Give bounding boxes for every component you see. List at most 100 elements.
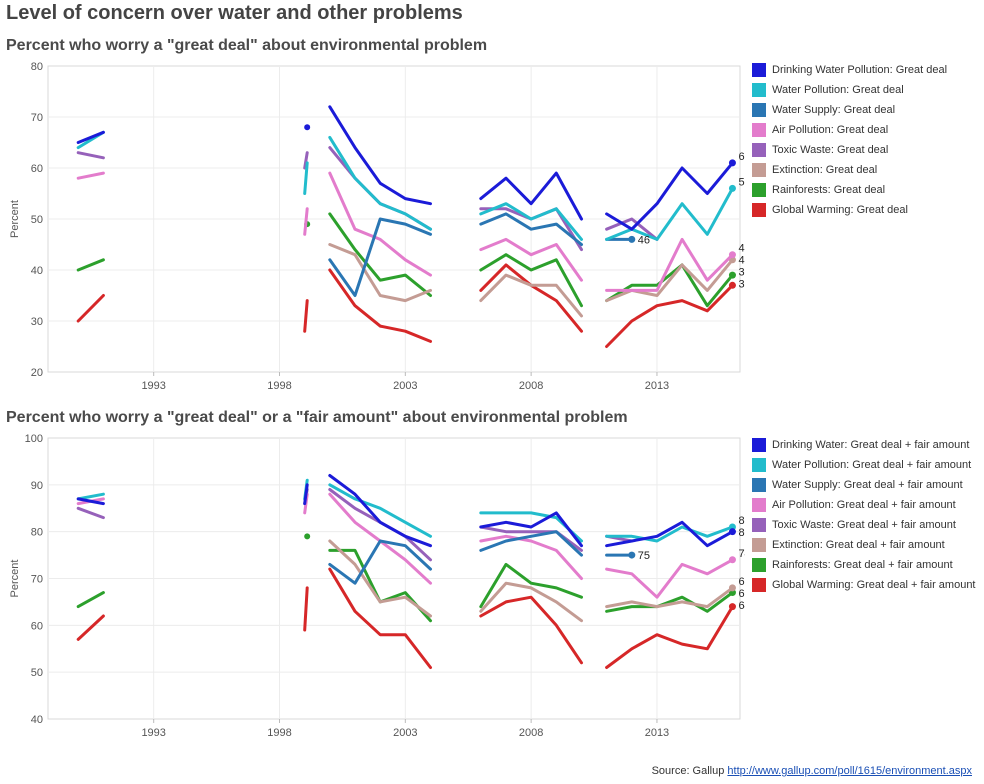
series-line	[479, 253, 583, 308]
series-line	[76, 171, 105, 180]
data-label: 56	[738, 176, 745, 188]
page-title: Level of concern over water and other pr…	[6, 2, 463, 24]
y-tick-label: 100	[25, 433, 43, 445]
chart-great-deal: 20 30 40 50 60 70 80 1993 1998 2003 2008 2013 Percen…	[9, 61, 745, 392]
series-line	[328, 243, 432, 303]
legend-item[interactable]: Extinction: Great deal	[750, 162, 947, 182]
legend-swatch	[752, 458, 766, 472]
source-note: Source: Gallup http://www.gallup.com/pol…	[652, 765, 972, 777]
legend-item[interactable]: Water Pollution: Great deal + fair amoun…	[750, 457, 976, 477]
series-line	[303, 161, 309, 195]
series-line	[76, 258, 105, 272]
y-tick-label: 60	[31, 620, 43, 632]
series-5	[328, 539, 736, 623]
x-tick-label: 2003	[393, 380, 417, 392]
legend-great-deal-fair-amount: Drinking Water: Great deal + fair amount…	[750, 437, 976, 597]
legend-item[interactable]: Drinking Water: Great deal + fair amount	[750, 437, 976, 457]
x-tick-label: 2003	[393, 727, 417, 739]
series-line	[76, 591, 105, 609]
x-tick-label: 2008	[519, 727, 543, 739]
series-line	[479, 511, 583, 548]
series-line	[328, 212, 432, 297]
end-point	[728, 556, 736, 564]
legend-item[interactable]: Drinking Water Pollution: Great deal	[750, 62, 947, 82]
series-line	[605, 237, 734, 292]
legend-label: Air Pollution: Great deal	[772, 124, 889, 136]
legend-item[interactable]: Air Pollution: Great deal	[750, 122, 947, 142]
series-line	[479, 273, 583, 318]
legend-label: Water Supply: Great deal	[772, 104, 896, 116]
end-point	[728, 528, 736, 536]
legend-item[interactable]: Water Pollution: Great deal	[750, 82, 947, 102]
legend-item[interactable]: Rainforests: Great deal	[750, 182, 947, 202]
legend-swatch	[752, 558, 766, 572]
series-line	[328, 567, 432, 669]
series-line	[328, 474, 432, 548]
legend-item[interactable]: Toxic Waste: Great deal	[750, 142, 947, 162]
series-line	[605, 258, 734, 303]
end-point	[728, 184, 736, 192]
data-label: 42	[738, 255, 745, 267]
series-5	[328, 243, 736, 318]
series-line	[328, 105, 432, 206]
series-2	[328, 530, 636, 585]
legend-item[interactable]: Rainforests: Great deal + fair amount	[750, 557, 976, 577]
series-2	[328, 212, 636, 297]
series-line	[605, 283, 734, 348]
chart-great-deal-fair-amount: 40 50 60 70 80 90 100 1993 1998 2003 2008 2013 Perce…	[9, 433, 745, 739]
legend-swatch	[752, 518, 766, 532]
legend-item[interactable]: Global Warming: Great deal	[750, 202, 947, 222]
end-point	[628, 551, 636, 559]
series-line	[76, 492, 105, 501]
y-tick-label: 80	[31, 527, 43, 539]
series-line	[303, 483, 309, 506]
x-tick-label: 2008	[519, 380, 543, 392]
y-tick-label: 60	[31, 163, 43, 175]
end-point	[728, 603, 736, 611]
series-line	[328, 135, 432, 231]
legend-label: Water Supply: Great deal + fair amount	[772, 479, 963, 491]
legend-item[interactable]: Air Pollution: Great deal + fair amount	[750, 497, 976, 517]
x-tick-label: 1998	[267, 727, 291, 739]
y-tick-label: 50	[31, 667, 43, 679]
x-tick-label: 1993	[141, 380, 165, 392]
legend-swatch	[752, 163, 766, 177]
legend-label: Global Warming: Great deal + fair amount	[772, 579, 976, 591]
series-line	[328, 217, 432, 297]
series-line	[303, 299, 309, 333]
series-line	[605, 586, 734, 609]
data-label: 64	[738, 600, 745, 612]
end-point	[728, 251, 736, 259]
series-line	[303, 586, 309, 632]
series-line	[76, 130, 105, 144]
legend-swatch	[752, 538, 766, 552]
legend-item[interactable]: Global Warming: Great deal + fair amount	[750, 577, 976, 597]
series-line	[479, 595, 583, 665]
end-point	[728, 281, 736, 289]
legend-item[interactable]: Toxic Waste: Great deal + fair amount	[750, 517, 976, 537]
y-tick-label: 70	[31, 112, 43, 124]
series-line	[479, 534, 583, 580]
series-7	[76, 567, 736, 669]
legend-label: Rainforests: Great deal + fair amount	[772, 559, 953, 571]
y-tick-label: 90	[31, 480, 43, 492]
data-label: 80	[738, 527, 745, 539]
legend-swatch	[752, 63, 766, 77]
data-label: 74	[738, 548, 745, 560]
legend-label: Water Pollution: Great deal	[772, 84, 904, 96]
legend-item[interactable]: Water Supply: Great deal	[750, 102, 947, 122]
y-tick-label: 40	[31, 714, 43, 726]
legend-item[interactable]: Water Supply: Great deal + fair amount	[750, 477, 976, 497]
series-point	[304, 533, 311, 540]
series-line	[479, 202, 583, 241]
series-line	[328, 483, 432, 538]
chart-title-great-deal-fair-amount: Percent who worry a "great deal" or a "f…	[6, 409, 628, 426]
legend-swatch	[752, 498, 766, 512]
series-line	[479, 562, 583, 609]
series-0	[76, 474, 736, 548]
legend-label: Extinction: Great deal + fair amount	[772, 539, 945, 551]
data-label: 46	[638, 234, 650, 246]
legend-item[interactable]: Extinction: Great deal + fair amount	[750, 537, 976, 557]
legend-label: Water Pollution: Great deal + fair amoun…	[772, 459, 972, 471]
source-link[interactable]: http://www.gallup.com/poll/1615/environm…	[727, 765, 972, 777]
